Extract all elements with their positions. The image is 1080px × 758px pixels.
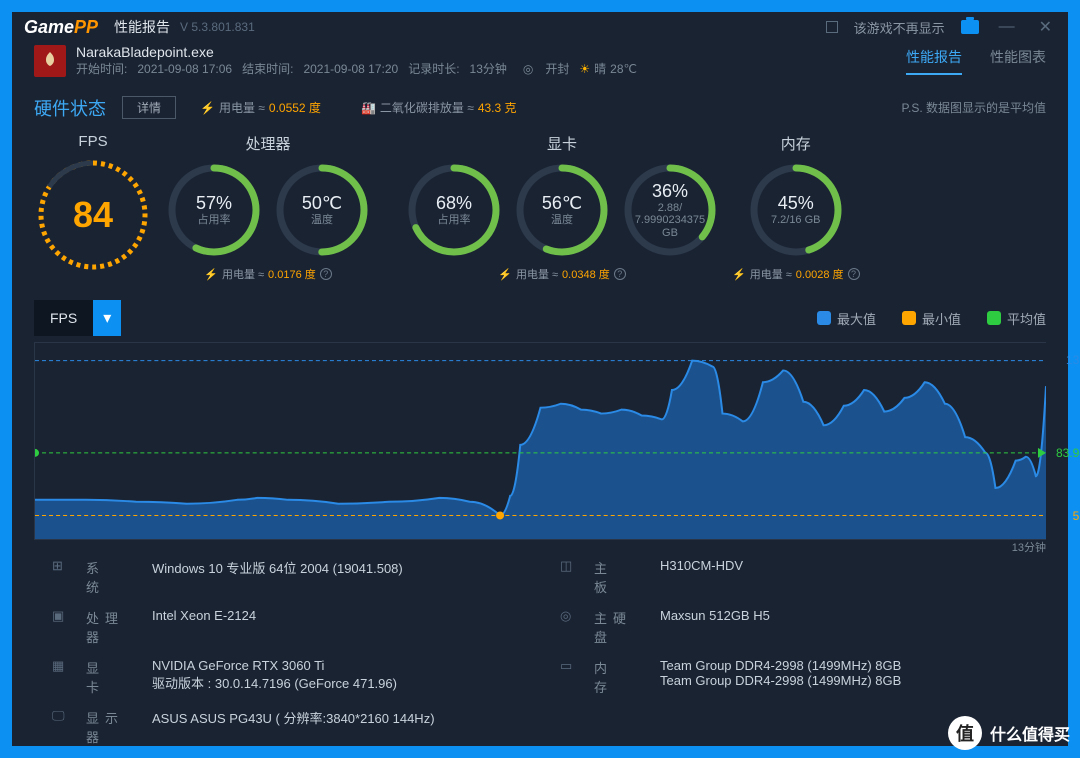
app-logo: GamePP <box>24 17 98 38</box>
chart-avg-label: 83.94 <box>1056 446 1080 460</box>
weather-icon: ☀ <box>579 62 590 76</box>
cpu-icon: ▣ <box>52 608 72 624</box>
chevron-down-icon[interactable]: ▾ <box>93 300 121 336</box>
total-power-value: 0.0552 度 <box>269 99 321 116</box>
co2-label: 二氧化碳排放量 ≈ <box>380 99 474 116</box>
fps-chart: 131 83.94 52 13分钟 <box>34 342 1046 540</box>
chart-min-label: 52 <box>1073 509 1080 523</box>
version-label: V 5.3.801.831 <box>180 20 255 34</box>
titlebar: GamePP 性能报告 V 5.3.801.831 该游戏不再显示 — ✕ <box>12 12 1068 43</box>
spec-row: ▭ 内 存 Team Group DDR4-2998 (1499MHz) 8GB… <box>560 658 1028 696</box>
end-time-value: 2021-09-08 17:20 <box>303 62 398 76</box>
legend-min: 最小值 <box>902 309 961 328</box>
gauge: 56℃温度 <box>512 160 612 260</box>
screenshot-icon[interactable] <box>961 20 979 34</box>
location-value: 开封 <box>545 60 569 77</box>
gauges-panel: FPS 84 处理器 57%占用率 50℃温度 ⚡用电量 ≈0.0176 度? … <box>12 125 1068 292</box>
watermark: 值 什么值得买 <box>948 716 1070 750</box>
hide-game-label: 该游戏不再显示 <box>854 18 945 37</box>
gauge: 50℃温度 <box>272 160 372 260</box>
window-title: 性能报告 <box>114 17 170 37</box>
watermark-text: 什么值得买 <box>990 721 1070 745</box>
total-power-label: 用电量 ≈ <box>219 99 265 116</box>
game-icon <box>34 45 66 77</box>
minimize-button[interactable]: — <box>995 18 1019 36</box>
spec-row: 🖵 显示器 ASUS ASUS PG43U ( 分辨率:3840*2160 14… <box>52 708 520 746</box>
close-button[interactable]: ✕ <box>1035 17 1056 37</box>
power-icon: ⚡ <box>200 101 215 115</box>
hw-detail-button[interactable]: 详情 <box>122 96 176 119</box>
gauge: 84 <box>34 156 152 274</box>
duration-value: 13分钟 <box>470 60 507 77</box>
co2-value: 43.3 克 <box>478 99 517 116</box>
gauge: 45%7.2/16 GB <box>746 160 846 260</box>
gauge: 36%2.88/ 7.9990234375 GB <box>620 160 720 260</box>
legend-max: 最大值 <box>817 309 876 328</box>
gpu-icon: ▦ <box>52 658 72 674</box>
chart-duration-label: 13分钟 <box>1012 539 1046 555</box>
spec-row: ◫ 主 板 H310CM-HDV <box>560 558 1028 596</box>
mon-icon: 🖵 <box>52 708 72 724</box>
end-time-label: 结束时间: <box>242 60 293 77</box>
gauge: 68%占用率 <box>404 160 504 260</box>
gauge: 57%占用率 <box>164 160 264 260</box>
weather-text: 晴 <box>594 60 606 77</box>
chart-area: FPS ▾ 最大值 最小值 平均值 131 <box>12 292 1068 540</box>
ram-icon: ▭ <box>560 658 580 674</box>
spec-row: ▣ 处理器 Intel Xeon E-2124 <box>52 608 520 646</box>
hw-status-row: 硬件状态 详情 ⚡ 用电量 ≈ 0.0552 度 🏭 二氧化碳排放量 ≈ 43.… <box>12 91 1068 125</box>
app-window: GamePP 性能报告 V 5.3.801.831 该游戏不再显示 — ✕ Na… <box>12 12 1068 746</box>
legend-avg: 平均值 <box>987 309 1046 328</box>
co2-icon: 🏭 <box>361 101 376 115</box>
chart-max-label: 131 <box>1066 353 1080 367</box>
watermark-badge: 值 <box>948 716 982 750</box>
tab-performance-report[interactable]: 性能报告 <box>906 47 962 75</box>
temperature-value: 28℃ <box>610 62 637 76</box>
start-time-label: 开始时间: <box>76 60 127 77</box>
ssd-icon: ◎ <box>560 608 580 624</box>
mb-icon: ◫ <box>560 558 580 574</box>
session-infobar: NarakaBladepoint.exe 开始时间: 2021-09-08 17… <box>12 43 1068 79</box>
hw-status-title: 硬件状态 <box>34 95 106 121</box>
os-icon: ⊞ <box>52 558 72 574</box>
game-exe-name: NarakaBladepoint.exe <box>76 44 637 60</box>
spec-row: ⊞ 系 统 Windows 10 专业版 64位 2004 (19041.508… <box>52 558 520 596</box>
location-icon: ◎ <box>523 62 533 76</box>
tab-performance-chart[interactable]: 性能图表 <box>990 47 1046 75</box>
spec-row: ◎ 主硬盘 Maxsun 512GB H5 <box>560 608 1028 646</box>
spec-row: ▦ 显 卡 NVIDIA GeForce RTX 3060 Ti驱动版本 : 3… <box>52 658 520 696</box>
ps-note: P.S. 数据图显示的是平均值 <box>902 99 1046 116</box>
start-time-value: 2021-09-08 17:06 <box>137 62 232 76</box>
hide-game-checkbox[interactable] <box>826 21 838 33</box>
specs-panel: ⊞ 系 统 Windows 10 专业版 64位 2004 (19041.508… <box>12 540 1068 746</box>
metric-select[interactable]: FPS ▾ <box>34 300 121 336</box>
duration-label: 记录时长: <box>408 60 459 77</box>
